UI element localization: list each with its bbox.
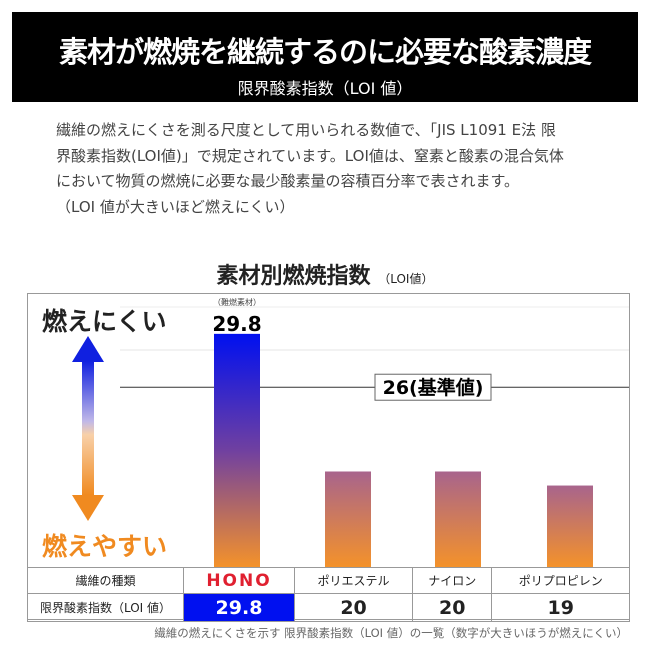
chart-title: 素材別燃焼指数 （LOI値） bbox=[0, 258, 650, 290]
bar-ナイロン bbox=[435, 471, 481, 567]
description-line: 界酸素指数(LOI値)」で規定されています。LOI値は、窒素と酸素の混合気体 bbox=[56, 146, 564, 165]
updown-arrow bbox=[72, 336, 104, 521]
description: 繊維の燃えにくさを測る尺度として用いられる数値で、「JIS L1091 E法 限… bbox=[56, 118, 616, 220]
description-line: （LOI 値が大きいほど燃えにくい） bbox=[56, 197, 295, 216]
reference-label-box bbox=[374, 373, 492, 401]
data-table: 繊維の種類 HONO ポリエステル ナイロン ポリプロピレン 限界酸素指数（LO… bbox=[27, 567, 630, 622]
bar-ポリエステル bbox=[325, 471, 371, 567]
bar-note: （難燃素材） bbox=[213, 297, 261, 307]
reference-label: 26(基準値) bbox=[383, 376, 484, 399]
page-title: 素材が燃焼を継続するのに必要な酸素濃度 bbox=[58, 35, 592, 69]
cell-name: HONO bbox=[183, 567, 295, 594]
header-banner: 素材が燃焼を継続するのに必要な酸素濃度 限界酸素指数（LOI 値） bbox=[12, 12, 638, 102]
bar-HONO bbox=[214, 333, 260, 567]
cell-name: ポリプロピレン bbox=[491, 567, 630, 594]
chart-title-text: 素材別燃焼指数 bbox=[216, 264, 371, 289]
bar-ポリプロピレン bbox=[547, 485, 593, 567]
cell-name: ナイロン bbox=[412, 567, 493, 594]
cell-value: 19 bbox=[491, 593, 630, 622]
description-line: 繊維の燃えにくさを測る尺度として用いられる数値で、「JIS L1091 E法 限 bbox=[56, 121, 556, 139]
cell-name: ポリエステル bbox=[293, 567, 414, 594]
side-label-bottom: 燃えやすい bbox=[42, 532, 168, 561]
side-label-top: 燃えにくい bbox=[42, 307, 167, 336]
row-header: 限界酸素指数（LOI 値） bbox=[27, 593, 184, 622]
bar-value-label: 29.8 bbox=[212, 312, 261, 336]
cell-value: 29.8 bbox=[183, 593, 295, 622]
description-line: において物質の燃焼に必要な最少酸素量の容積百分率で表されます。 bbox=[56, 172, 520, 190]
cell-value: 20 bbox=[293, 593, 414, 622]
page-subtitle: 限界酸素指数（LOI 値） bbox=[237, 79, 413, 98]
caption: 繊維の燃えにくさを示す 限界酸素指数（LOI 値）の一覧（数字が大きいほうが燃え… bbox=[154, 626, 628, 640]
chart-title-unit: （LOI値） bbox=[378, 272, 434, 286]
row-header: 繊維の種類 bbox=[27, 567, 184, 594]
cell-value: 20 bbox=[412, 593, 493, 622]
